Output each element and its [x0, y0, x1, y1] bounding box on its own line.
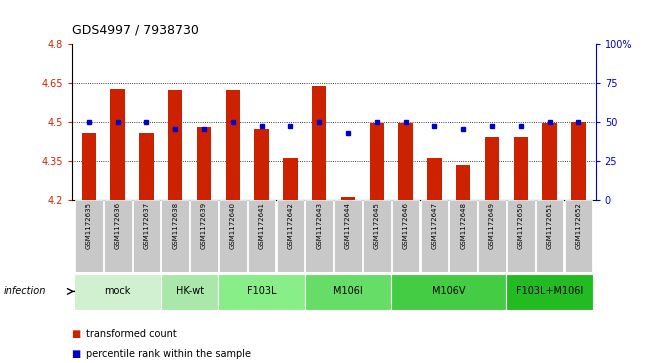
Bar	[255, 129, 269, 200]
Text: GSM1172637: GSM1172637	[143, 202, 150, 249]
Text: GSM1172648: GSM1172648	[460, 202, 466, 249]
Bar	[75, 200, 103, 272]
Text: ■: ■	[72, 349, 81, 359]
Bar	[168, 90, 182, 200]
Bar	[506, 274, 593, 310]
Text: GSM1172639: GSM1172639	[201, 202, 207, 249]
Text: GSM1172644: GSM1172644	[345, 202, 351, 249]
Bar	[81, 132, 96, 200]
Bar	[542, 123, 557, 200]
Bar	[305, 200, 333, 272]
Text: percentile rank within the sample: percentile rank within the sample	[86, 349, 251, 359]
Bar	[133, 200, 160, 272]
Bar	[219, 274, 305, 310]
Bar	[219, 200, 247, 272]
Text: GSM1172636: GSM1172636	[115, 202, 120, 249]
Text: M106V: M106V	[432, 286, 465, 297]
Bar	[341, 197, 355, 200]
Bar	[161, 274, 219, 310]
Text: GSM1172635: GSM1172635	[86, 202, 92, 249]
Bar	[456, 164, 471, 200]
Bar	[161, 200, 189, 272]
Bar	[283, 158, 298, 200]
Bar	[312, 86, 326, 200]
Text: GSM1172642: GSM1172642	[288, 202, 294, 249]
Text: transformed count: transformed count	[86, 329, 176, 339]
Text: ■: ■	[72, 329, 81, 339]
Text: GDS4997 / 7938730: GDS4997 / 7938730	[72, 23, 199, 36]
Text: GSM1172646: GSM1172646	[402, 202, 409, 249]
Bar	[74, 274, 161, 310]
Text: F103L+M106I: F103L+M106I	[516, 286, 583, 297]
Bar	[363, 200, 391, 272]
Text: GSM1172645: GSM1172645	[374, 202, 380, 249]
Text: GSM1172640: GSM1172640	[230, 202, 236, 249]
Bar	[427, 158, 441, 200]
Bar	[485, 137, 499, 200]
Text: GSM1172647: GSM1172647	[432, 202, 437, 249]
Bar	[478, 200, 506, 272]
Bar	[190, 200, 218, 272]
Bar	[305, 274, 391, 310]
Text: GSM1172638: GSM1172638	[173, 202, 178, 249]
Text: F103L: F103L	[247, 286, 277, 297]
Text: GSM1172643: GSM1172643	[316, 202, 322, 249]
Text: GSM1172651: GSM1172651	[547, 202, 553, 249]
Bar	[139, 132, 154, 200]
Text: GSM1172652: GSM1172652	[575, 202, 581, 249]
Bar	[564, 200, 592, 272]
Bar	[507, 200, 534, 272]
Bar	[226, 90, 240, 200]
Bar	[392, 200, 419, 272]
Bar	[571, 122, 586, 200]
Bar	[111, 89, 125, 200]
Text: GSM1172650: GSM1172650	[518, 202, 524, 249]
Text: HK-wt: HK-wt	[176, 286, 204, 297]
Bar	[536, 200, 563, 272]
Bar	[398, 123, 413, 200]
Bar	[277, 200, 304, 272]
Bar	[248, 200, 275, 272]
Bar	[104, 200, 132, 272]
Bar	[421, 200, 449, 272]
Text: GSM1172641: GSM1172641	[258, 202, 265, 249]
Bar	[197, 127, 212, 200]
Bar	[370, 123, 384, 200]
Bar	[449, 200, 477, 272]
Text: mock: mock	[105, 286, 131, 297]
Text: M106I: M106I	[333, 286, 363, 297]
Text: infection: infection	[3, 286, 46, 297]
Text: GSM1172649: GSM1172649	[489, 202, 495, 249]
Bar	[514, 137, 528, 200]
Bar	[334, 200, 362, 272]
Bar	[391, 274, 506, 310]
